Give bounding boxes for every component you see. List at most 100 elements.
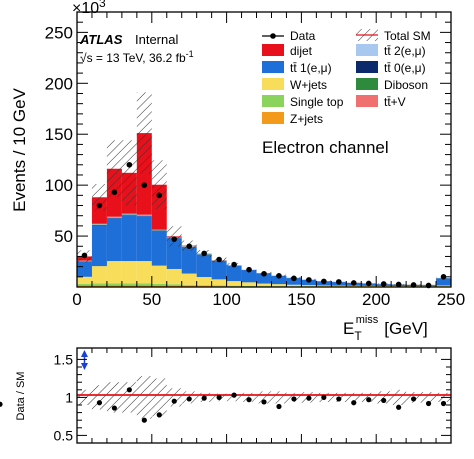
ratio-plot-frame bbox=[76, 347, 452, 444]
ratio-point-bin-20 bbox=[381, 397, 387, 404]
y-multiplier-exponent: 3 bbox=[99, 0, 106, 10]
bar-single-top-bin-10 bbox=[226, 285, 242, 287]
bar-tt-1-e-bin-2 bbox=[106, 218, 122, 262]
ratio-uncertainty-bin-21 bbox=[391, 389, 407, 405]
atlas-label: ATLAS Internal bbox=[79, 32, 178, 47]
bar-tt-1-e-bin-3 bbox=[121, 215, 137, 262]
data-point-bin-20 bbox=[380, 281, 387, 287]
bar-z-jets-bin-4 bbox=[136, 284, 152, 287]
ratio-point-bin-16 bbox=[321, 394, 327, 400]
bar-tt-0-e-bin-2 bbox=[106, 217, 122, 219]
bar-tt-0-e-bin-4 bbox=[136, 215, 152, 217]
ratio-point-bin-5 bbox=[156, 412, 162, 418]
bar-tt-1-e-bin-5 bbox=[151, 230, 167, 266]
data-point-bin-1 bbox=[96, 202, 103, 209]
ratio-point-bin-24 bbox=[440, 400, 447, 407]
legend-label-tt-2-e: tt̄ 2(e,μ) bbox=[384, 44, 426, 58]
legend-swatch-single-top bbox=[262, 95, 284, 107]
ratio-point-bin-17 bbox=[336, 396, 342, 402]
bar-tt-0-e-bin-3 bbox=[121, 214, 137, 216]
ratio-uncertainty-bin-4 bbox=[136, 376, 152, 419]
x-axis-title: ETmiss [GeV] bbox=[343, 314, 428, 343]
bar-z-jets-bin-1 bbox=[91, 284, 107, 287]
legend-swatch-z-jets bbox=[262, 112, 284, 124]
data-point-bin-10 bbox=[231, 261, 237, 268]
bar-single-top-bin-5 bbox=[151, 283, 167, 286]
legend-label-tt-v: tt̄+V bbox=[384, 95, 406, 109]
ratio-point-bin-23 bbox=[425, 400, 432, 407]
ratio-point-bin-22 bbox=[411, 396, 417, 402]
data-point-bin-14 bbox=[291, 275, 297, 282]
ratio-point-bin-2 bbox=[111, 405, 117, 411]
svg-text:ATLAS: ATLAS bbox=[79, 32, 123, 47]
data-point-bin-17 bbox=[336, 279, 342, 285]
x-tick-label: 200 bbox=[362, 290, 390, 309]
bar-w-jets-bin-4 bbox=[136, 261, 152, 284]
ratio-point-bin-10 bbox=[231, 392, 237, 398]
bar-w-jets-bin-14 bbox=[286, 284, 302, 287]
ratio-overflow-arrow bbox=[80, 350, 88, 370]
ratio-axis-ticks: 0.5 1 1.5 bbox=[54, 348, 452, 443]
bar-w-jets-bin-0 bbox=[77, 276, 92, 284]
y-tick-label: 250 bbox=[45, 23, 73, 42]
ratio-point-bin-18 bbox=[351, 400, 357, 406]
ratio-point-bin-21 bbox=[396, 404, 402, 410]
bar-w-jets-bin-12 bbox=[256, 283, 272, 287]
ratio-uncertainty-band bbox=[77, 376, 451, 419]
bar-tt-2-e-bin-1 bbox=[91, 224, 107, 225]
ratio-point-bin-9 bbox=[216, 394, 222, 400]
legend-swatch-tt-v bbox=[356, 95, 378, 107]
bar-single-top-bin-7 bbox=[181, 284, 197, 286]
bar-tt-1-e-bin-8 bbox=[196, 254, 212, 278]
legend-swatch-tt-1-e bbox=[262, 61, 284, 73]
uncertainty-band-bin-3 bbox=[121, 140, 137, 206]
bar-single-top-bin-9 bbox=[211, 285, 227, 287]
data-point-bin-3 bbox=[126, 161, 133, 168]
uncertainty-band-bin-5 bbox=[151, 160, 167, 210]
bar-w-jets-bin-5 bbox=[151, 265, 167, 284]
data-point-bin-9 bbox=[216, 256, 222, 263]
bar-z-jets-bin-2 bbox=[106, 284, 122, 287]
bar-w-jets-bin-17 bbox=[331, 285, 347, 287]
y-tick-label: 150 bbox=[45, 125, 73, 144]
legend-swatch-tt-2-e bbox=[356, 44, 378, 56]
ratio-point-bin-3 bbox=[126, 387, 132, 393]
y-tick-label: 200 bbox=[45, 74, 73, 93]
bar-w-jets-bin-24 bbox=[436, 285, 451, 287]
bar-single-top-bin-0 bbox=[77, 283, 92, 285]
ratio-point-bin-25 bbox=[0, 401, 3, 407]
bar-w-jets-bin-10 bbox=[226, 281, 242, 286]
data-point-bin-7 bbox=[186, 243, 192, 250]
legend-label-data: Data bbox=[290, 29, 316, 43]
data-point-bin-24 bbox=[440, 274, 447, 280]
bar-tt-2-e-bin-3 bbox=[121, 214, 137, 215]
bar-w-jets-bin-18 bbox=[346, 285, 362, 287]
ratio-uncertainty-bin-13 bbox=[271, 391, 287, 404]
x-tick-label: 0 bbox=[72, 290, 81, 309]
bar-w-jets-bin-6 bbox=[166, 268, 182, 285]
legend: Data Total SM dijet tt̄ 2(e,μ) tt̄ 1(e,μ) tt̄… bbox=[262, 29, 431, 126]
ratio-plot-panel: 0.5 1 1.5 Data / SM bbox=[0, 347, 452, 444]
uncertainty-band-bin-4 bbox=[136, 92, 152, 174]
bar-single-top-bin-2 bbox=[106, 283, 122, 285]
ratio-y-tick-label: 1.5 bbox=[54, 351, 74, 367]
ratio-uncertainty-bin-1 bbox=[91, 385, 107, 410]
channel-label: Electron channel bbox=[262, 138, 389, 157]
ratio-point-bin-19 bbox=[366, 397, 372, 403]
main-axis-ticks: 0 50 100 150 200 250 50 100 150 200 250 bbox=[45, 12, 465, 309]
y-tick-label: 50 bbox=[54, 227, 73, 246]
legend-label-dijet: dijet bbox=[290, 44, 313, 58]
data-point-bin-0 bbox=[81, 252, 88, 259]
ratio-uncertainty-bin-18 bbox=[346, 392, 362, 402]
bar-tt-2-e-bin-2 bbox=[106, 217, 122, 218]
bar-tt-1-e-bin-13 bbox=[271, 276, 287, 285]
ratio-points bbox=[0, 350, 447, 423]
bar-w-jets-bin-11 bbox=[241, 282, 257, 286]
bar-w-jets-bin-1 bbox=[91, 266, 107, 284]
ratio-uncertainty-bin-2 bbox=[106, 382, 122, 413]
bar-w-jets-bin-16 bbox=[316, 285, 332, 287]
uncertainty-band-bin-2 bbox=[106, 140, 122, 198]
ratio-point-bin-12 bbox=[261, 399, 267, 405]
bar-z-jets-bin-0 bbox=[77, 284, 92, 287]
x-tick-label: 150 bbox=[287, 290, 315, 309]
